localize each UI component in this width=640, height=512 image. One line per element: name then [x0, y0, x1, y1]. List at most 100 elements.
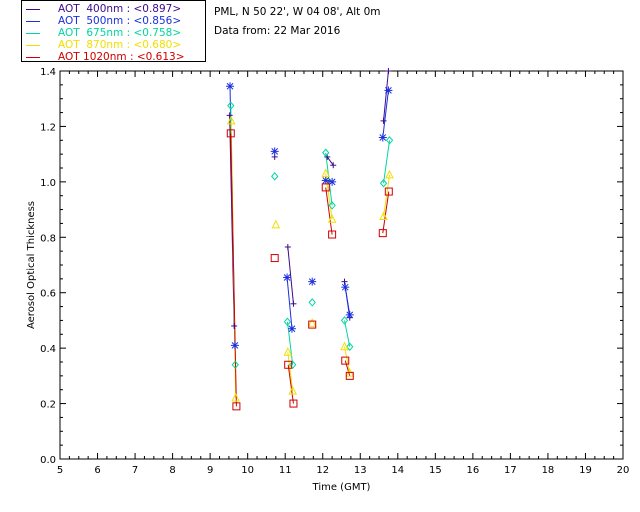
data-point-plus: [226, 112, 233, 119]
triangle: [340, 341, 349, 351]
data-point-asterisk: [378, 133, 387, 142]
ast-d2: [308, 278, 316, 285]
data-point-asterisk: [226, 82, 235, 91]
series-line-3: [287, 352, 294, 392]
legend-swatch-675nm: [26, 33, 40, 34]
data-point-triangle: [379, 211, 388, 220]
data-point-diamond: [340, 316, 349, 325]
axes: 5 6 7 8 9 10 11 12 13 14 15 16 17 18 19 20 0.0 0.2 0.4 0.6 0…: [40, 67, 629, 476]
data-point-plus: [341, 278, 348, 285]
triangle: [271, 219, 281, 229]
triangle: [307, 318, 317, 327]
series-line-4: [344, 360, 351, 376]
legend-swatch-500nm: [26, 21, 40, 22]
series-line-2: [344, 320, 351, 347]
ast-d2: [283, 274, 291, 281]
diamond: [346, 342, 354, 352]
data-point-diamond: [322, 148, 330, 158]
data-point-asterisk: [328, 177, 337, 186]
ast-d2: [322, 177, 330, 184]
triangle: [231, 392, 240, 402]
series-line-0: [383, 70, 389, 121]
data-point-triangle: [226, 115, 236, 125]
square: [270, 254, 279, 263]
data-point-diamond: [308, 298, 316, 307]
data-point-square: [232, 402, 241, 411]
data-point-square: [378, 229, 387, 238]
date-text: Data from: 22 Mar 2016: [214, 25, 341, 37]
data-point-triangle: [385, 169, 394, 179]
data-point-diamond: [379, 178, 388, 188]
square: [289, 399, 298, 408]
data-point-square: [341, 356, 350, 365]
square: [308, 320, 317, 329]
x-tick-label: 9: [207, 465, 213, 476]
x-tick-label: 17: [504, 465, 517, 476]
x-tick-label: 11: [279, 465, 292, 476]
x-axis-label: Time (GMT): [312, 482, 371, 493]
x-tick-label: 13: [354, 465, 367, 476]
data-point-diamond: [289, 360, 297, 370]
series-line-4: [382, 191, 390, 234]
legend-label-675nm: AOT 675nm : <0.758>: [58, 27, 182, 39]
x-tick-label: 15: [429, 465, 442, 476]
triangle: [327, 214, 337, 223]
ast-d2: [231, 342, 239, 349]
square: [378, 229, 387, 238]
data-point-asterisk: [283, 273, 292, 282]
square: [341, 356, 350, 365]
data-point-triangle: [321, 168, 331, 178]
ast-d2: [288, 325, 296, 333]
x-tick-label: 20: [617, 465, 630, 476]
diamond: [227, 101, 235, 110]
data-point-triangle: [271, 219, 281, 229]
y-axis-label: Aerosol Optical Thickness: [26, 201, 37, 329]
diamond: [340, 316, 349, 325]
diamond: [385, 136, 394, 145]
legend-label-1020nm: AOT 1020nm : <0.613>: [58, 51, 185, 63]
series-line-4: [287, 364, 294, 404]
square: [321, 183, 330, 192]
diamond: [328, 201, 336, 210]
data-point-square: [289, 399, 298, 408]
legend-item-675nm: AOT 675nm : <0.758>: [26, 27, 181, 75]
ast-d2: [328, 178, 336, 186]
data-point-square: [321, 183, 330, 192]
y-tick-label: 0.2: [40, 400, 56, 411]
data-point-triangle: [340, 341, 349, 351]
x-tick-label: 19: [579, 465, 592, 476]
square: [226, 129, 235, 138]
data-point-square: [308, 320, 317, 329]
legend-label-500nm: AOT 500nm : <0.856>: [58, 15, 182, 27]
legend-swatch-870nm: [26, 45, 40, 46]
legend-item-870nm: AOT 870nm : <0.680>: [26, 39, 181, 87]
data-point-diamond: [328, 201, 336, 210]
data-point-diamond: [231, 360, 239, 370]
x-tick-label: 5: [57, 465, 63, 476]
data-point-plus: [284, 243, 291, 250]
x-tick-label: 7: [132, 465, 138, 476]
data-point-asterisk: [345, 310, 354, 319]
y-tick-label: 0.8: [40, 233, 56, 244]
data-point-diamond: [271, 172, 279, 181]
x-tick-label: 14: [391, 465, 404, 476]
x-tick-label: 8: [169, 465, 175, 476]
ast-d2: [341, 283, 349, 291]
data-point-diamond: [346, 342, 354, 352]
plot-frame: [59, 70, 624, 460]
legend-item-1020nm: AOT 1020nm : <0.613>: [26, 51, 185, 99]
data-point-triangle: [231, 392, 240, 402]
data-point-triangle: [283, 347, 293, 356]
square: [345, 371, 354, 380]
data-point-asterisk: [270, 147, 279, 156]
data-point-plus: [385, 68, 392, 74]
data-point-plus: [330, 162, 337, 169]
data-point-square: [226, 129, 235, 138]
data-point-asterisk: [384, 86, 393, 95]
ast-d2: [379, 134, 387, 141]
y-tick-label: 1.0: [40, 178, 56, 189]
series-line-2: [383, 140, 391, 184]
y-tick-label: 0.0: [40, 455, 56, 466]
data-point-plus: [290, 300, 297, 307]
data-point-diamond: [283, 317, 292, 327]
